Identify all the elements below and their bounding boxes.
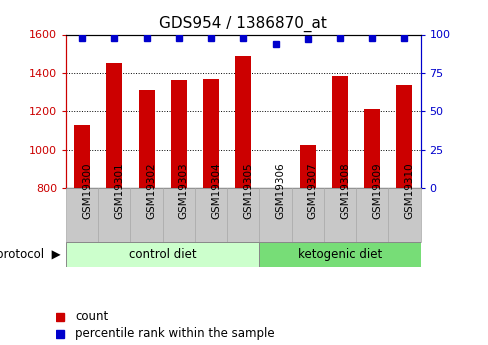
Bar [203, 79, 219, 188]
Text: protocol  ▶: protocol ▶ [0, 248, 61, 261]
Text: GSM19302: GSM19302 [146, 162, 156, 219]
Bar [170, 80, 186, 188]
Text: GSM19306: GSM19306 [275, 162, 285, 219]
Text: percentile rank within the sample: percentile rank within the sample [75, 327, 274, 341]
Text: GSM19304: GSM19304 [211, 162, 221, 219]
Bar [74, 125, 90, 188]
Bar [259, 188, 291, 241]
Bar [299, 145, 315, 188]
Bar [130, 188, 163, 241]
Text: count: count [75, 310, 108, 323]
Bar [163, 188, 195, 241]
Bar [195, 188, 227, 241]
Text: control diet: control diet [129, 248, 196, 261]
Text: GSM19307: GSM19307 [307, 162, 317, 219]
Text: GSM19303: GSM19303 [179, 162, 188, 219]
Text: GSM19300: GSM19300 [82, 162, 92, 219]
Bar [291, 188, 323, 241]
Bar [138, 90, 154, 188]
Title: GDS954 / 1386870_at: GDS954 / 1386870_at [159, 16, 326, 32]
Bar [323, 188, 355, 241]
Text: GSM19310: GSM19310 [404, 162, 413, 219]
Bar [235, 56, 251, 188]
Bar [355, 188, 387, 241]
Bar [106, 63, 122, 188]
Bar [227, 188, 259, 241]
Text: GSM19309: GSM19309 [371, 162, 382, 219]
Bar [364, 109, 380, 188]
Text: ketogenic diet: ketogenic diet [297, 248, 381, 261]
Bar [259, 241, 420, 267]
Bar [66, 241, 259, 267]
Bar [396, 85, 412, 188]
Bar [387, 188, 420, 241]
Bar [98, 188, 130, 241]
Bar [331, 76, 347, 188]
Text: GSM19301: GSM19301 [114, 162, 124, 219]
Text: GSM19305: GSM19305 [243, 162, 253, 219]
Bar [66, 188, 98, 241]
Text: GSM19308: GSM19308 [339, 162, 349, 219]
